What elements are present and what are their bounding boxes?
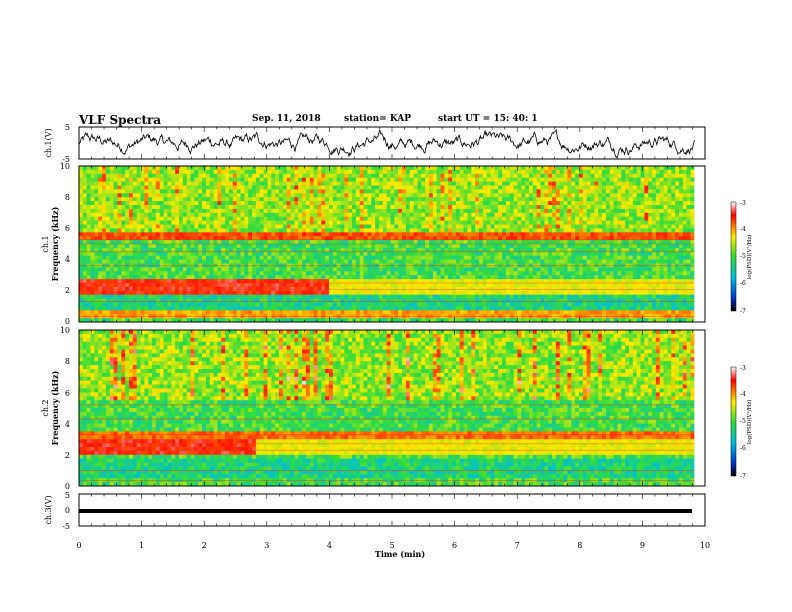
ch1-ytick-6: 6 <box>65 224 70 233</box>
ch2-ytick-10: 10 <box>60 326 70 335</box>
ch1-colorbar: -3 -4 -5 -6 -7 log(PSD)(V²/Hz) <box>730 200 753 315</box>
ch1-frequency-label: Frequency (kHz) <box>50 206 60 281</box>
ch1-ytick-labels: 0 2 4 6 8 10 <box>60 162 70 326</box>
ch1-waveform-line <box>78 128 695 159</box>
ch1-colorbar-gradient <box>730 201 737 312</box>
ch1-spectrogram-panel: 0 2 4 6 8 10 ch.1 Frequency (kHz) <box>41 162 706 326</box>
ch3-waveform-line <box>79 509 692 513</box>
ch1-ytick-bottom: -5 <box>62 155 70 164</box>
ch3-ytick-mid: 0 <box>65 506 70 515</box>
xtick-3: 3 <box>264 541 269 550</box>
ch2-cb-tick-m5: -5 <box>740 418 746 425</box>
ch1-ytick-top: 5 <box>65 123 70 132</box>
ch1-ytick-8: 8 <box>65 193 70 202</box>
ch2-ytick-labels: 0 2 4 6 8 10 <box>60 326 70 491</box>
ch2-cb-tick-m7: -7 <box>740 473 746 480</box>
xtick-8: 8 <box>577 541 582 550</box>
ch2-ytick-6: 6 <box>65 389 70 398</box>
ch2-ytick-0: 0 <box>65 482 70 491</box>
ch2-ytick-2: 2 <box>65 451 70 460</box>
ch1-spectrogram-ticks <box>78 166 706 322</box>
station-label: station= KAP <box>344 114 412 124</box>
ch1-cb-tick-m5: -5 <box>740 253 746 260</box>
ch2-channel-label: ch.2 <box>41 399 50 416</box>
ch1-cb-tick-m3: -3 <box>740 200 746 207</box>
ch3-waveform-ticks <box>78 494 706 526</box>
ch1-waveform-panel: 5 -5 ch.1(V) <box>44 123 706 164</box>
ch2-ytick-4: 4 <box>65 420 70 429</box>
ch2-colorbar: -3 -4 -5 -6 -7 log(PSD)(V²/Hz) <box>730 365 753 480</box>
ch2-spectrogram-panel: 0 2 4 6 8 10 ch.2 Frequency (kHz) <box>41 326 706 491</box>
xtick-0: 0 <box>76 541 81 550</box>
ch2-colorbar-gradient <box>730 366 737 477</box>
ch1-colorbar-label: log(PSD)(V²/Hz) <box>746 235 753 280</box>
ch3-ytick-top: 5 <box>65 491 70 500</box>
ch3-ytick-bottom: -5 <box>62 522 70 531</box>
x-axis: 0 1 2 3 4 5 6 7 8 9 10 Time (min) <box>76 541 710 559</box>
ch1-channel-label: ch.1 <box>41 235 50 252</box>
ch2-cb-tick-m4: -4 <box>740 391 746 398</box>
ch1-cb-tick-m7: -7 <box>740 308 746 315</box>
xtick-7: 7 <box>515 541 520 550</box>
ch2-spectrogram-ticks <box>78 330 706 486</box>
xtick-1: 1 <box>139 541 144 550</box>
chart-title: VLF Spectra <box>79 113 162 127</box>
ch2-cb-tick-m6: -6 <box>740 445 746 452</box>
ch1-ytick-4: 4 <box>65 255 70 264</box>
xtick-2: 2 <box>202 541 207 550</box>
ch1-ytick-2: 2 <box>65 286 70 295</box>
date-label: Sep. 11, 2018 <box>252 114 321 124</box>
ch2-frequency-label: Frequency (kHz) <box>50 370 60 445</box>
xtick-10: 10 <box>700 541 710 550</box>
ch1-ytick-0: 0 <box>65 317 70 326</box>
xtick-9: 9 <box>640 541 645 550</box>
ch3-waveform-panel: 5 0 -5 ch.3(V) <box>44 491 706 531</box>
ch1-ylabel: ch.1(V) <box>44 128 53 157</box>
ch2-spectrogram-image <box>79 330 705 487</box>
ch1-spectrogram-image <box>79 166 705 323</box>
x-axis-label: Time (min) <box>375 549 425 559</box>
ch1-cb-tick-m4: -4 <box>740 226 746 233</box>
ch1-waveform-ticks <box>78 127 706 159</box>
ch2-cb-tick-m3: -3 <box>740 365 746 372</box>
xtick-6: 6 <box>452 541 457 550</box>
ch2-colorbar-label: log(PSD)(V²/Hz) <box>746 400 753 445</box>
xtick-5: 5 <box>389 541 394 550</box>
ch3-ylabel: ch.3(V) <box>44 495 53 524</box>
xtick-4: 4 <box>327 541 332 550</box>
ch1-cb-tick-m6: -6 <box>740 280 746 287</box>
start-time-label: start UT = 15: 40: 1 <box>438 114 538 124</box>
ch2-ytick-8: 8 <box>65 357 70 366</box>
ch1-ytick-10: 10 <box>60 162 70 171</box>
